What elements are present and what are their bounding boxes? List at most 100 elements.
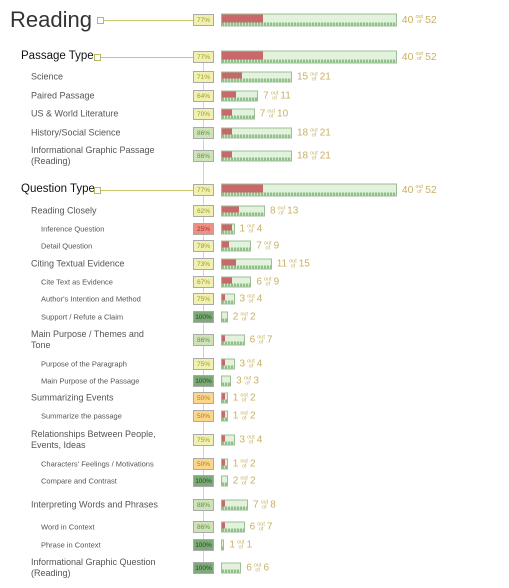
- incorrect-part: [222, 359, 226, 366]
- score-count: 7 out of 11: [263, 90, 291, 102]
- row-label: Summarizing Events: [31, 392, 114, 403]
- of-word: of: [416, 56, 422, 62]
- out-of: out of: [247, 223, 255, 234]
- score-bar: [221, 562, 242, 574]
- correct-count: 3: [239, 434, 246, 446]
- row-label: Cite Text as Evidence: [41, 277, 113, 287]
- total-count: 2: [249, 410, 256, 422]
- of-word: of: [416, 19, 422, 25]
- score-count: 40 out of 52: [402, 14, 437, 26]
- of-word: of: [279, 210, 284, 216]
- row-label: Reading Closely: [31, 205, 97, 216]
- percent-badge: 62%: [193, 205, 214, 217]
- of-word: of: [311, 76, 317, 82]
- incorrect-part: [222, 500, 226, 507]
- total-count: 2: [249, 311, 256, 323]
- percent-badge: 77%: [193, 184, 214, 196]
- total-count: 2: [249, 475, 256, 487]
- correct-count: 7: [256, 240, 262, 252]
- score-count: 3 out of 3: [236, 375, 259, 387]
- correct-count: 3: [239, 293, 246, 305]
- score-bar: [221, 434, 235, 446]
- score-count: 7 out of 8: [253, 499, 276, 510]
- out-word: out: [310, 127, 318, 133]
- out-of: out of: [240, 311, 248, 322]
- percent-badge: 100%: [193, 375, 214, 387]
- correct-part: [225, 394, 226, 400]
- of-word: of: [311, 155, 317, 161]
- correct-count: 40: [401, 14, 414, 26]
- out-word: out: [243, 375, 252, 381]
- correct-part: [222, 477, 227, 483]
- score-bar: [221, 13, 397, 27]
- total-count: 21: [319, 127, 331, 139]
- score-count: 1 out of 2: [233, 458, 256, 469]
- of-word: of: [245, 380, 250, 386]
- of-word: of: [255, 567, 260, 573]
- row-label: Summarize the passage: [41, 411, 122, 421]
- out-of: out of: [240, 458, 248, 469]
- percent-badge: 88%: [193, 499, 214, 511]
- score-count: 18 out of 21: [297, 127, 331, 139]
- row-label: Support / Refute a Claim: [41, 312, 124, 322]
- out-word: out: [263, 240, 272, 246]
- percent-badge: 75%: [193, 434, 214, 446]
- correct-part: [225, 523, 243, 529]
- row-label: Main Purpose / Themes and Tone: [31, 329, 144, 350]
- incorrect-part: [222, 224, 233, 231]
- row-label: Question Type: [21, 183, 95, 196]
- correct-part: [263, 15, 396, 23]
- total-count: 4: [256, 434, 263, 446]
- score-bar: [221, 375, 232, 387]
- total-count: 11: [280, 90, 291, 102]
- score-count: 6 out of 6: [246, 562, 269, 573]
- score-bar: [221, 410, 228, 422]
- row-label: Word in Context: [41, 522, 95, 532]
- percent-badge: 77%: [193, 51, 214, 63]
- percent-badge: 50%: [193, 410, 214, 422]
- row-label: Compare and Contrast: [41, 476, 117, 486]
- out-word: out: [270, 90, 279, 96]
- out-word: out: [240, 410, 248, 416]
- percent-badge: 75%: [193, 293, 214, 305]
- out-of: out of: [310, 71, 318, 82]
- out-word: out: [310, 150, 318, 156]
- score-bar: [221, 458, 228, 470]
- out-word: out: [257, 334, 265, 340]
- incorrect-part: [222, 128, 233, 135]
- of-word: of: [311, 132, 317, 138]
- score-bar: [221, 258, 272, 270]
- out-of: out of: [415, 184, 423, 195]
- score-bar: [221, 334, 245, 346]
- correct-count: 40: [401, 51, 414, 63]
- out-of: out of: [277, 205, 286, 216]
- score-bar: [221, 108, 255, 120]
- score-bar: [221, 150, 292, 162]
- incorrect-part: [222, 294, 226, 301]
- out-word: out: [277, 205, 286, 211]
- correct-count: 2: [232, 475, 239, 487]
- out-of: out of: [415, 14, 423, 25]
- incorrect-part: [222, 14, 263, 23]
- incorrect-part: [222, 51, 263, 60]
- correct-part: [225, 336, 243, 342]
- correct-part: [225, 460, 226, 466]
- correct-part: [232, 278, 250, 284]
- incorrect-part: [222, 522, 226, 529]
- score-count: 3 out of 4: [239, 293, 263, 305]
- score-count: 1 out of 2: [233, 392, 256, 403]
- connector: [100, 20, 193, 21]
- row-label: Passage Type: [21, 50, 94, 63]
- row-label: Characters' Feelings / Motivations: [41, 459, 154, 469]
- correct-count: 3: [239, 358, 246, 370]
- out-word: out: [240, 392, 248, 398]
- of-word: of: [262, 504, 267, 510]
- of-word: of: [241, 480, 247, 486]
- total-count: 3: [253, 375, 259, 387]
- score-count: 6 out of 7: [250, 334, 273, 345]
- score-count: 6 out of 9: [256, 276, 279, 287]
- out-word: out: [289, 258, 297, 264]
- row-label: Interpreting Words and Phrases: [31, 499, 158, 510]
- incorrect-part: [222, 277, 233, 284]
- percent-badge: 77%: [193, 14, 214, 26]
